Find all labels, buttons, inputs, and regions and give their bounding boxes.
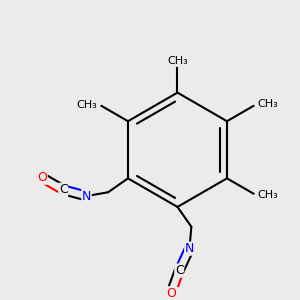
Text: O: O <box>37 171 47 184</box>
Text: CH₃: CH₃ <box>258 190 278 200</box>
Text: N: N <box>82 190 91 202</box>
Text: CH₃: CH₃ <box>167 56 188 66</box>
Text: O: O <box>166 287 176 300</box>
Text: CH₃: CH₃ <box>76 100 97 110</box>
Text: C: C <box>59 183 68 196</box>
Text: C: C <box>175 264 184 277</box>
Text: N: N <box>185 242 194 255</box>
Text: CH₃: CH₃ <box>258 99 278 109</box>
